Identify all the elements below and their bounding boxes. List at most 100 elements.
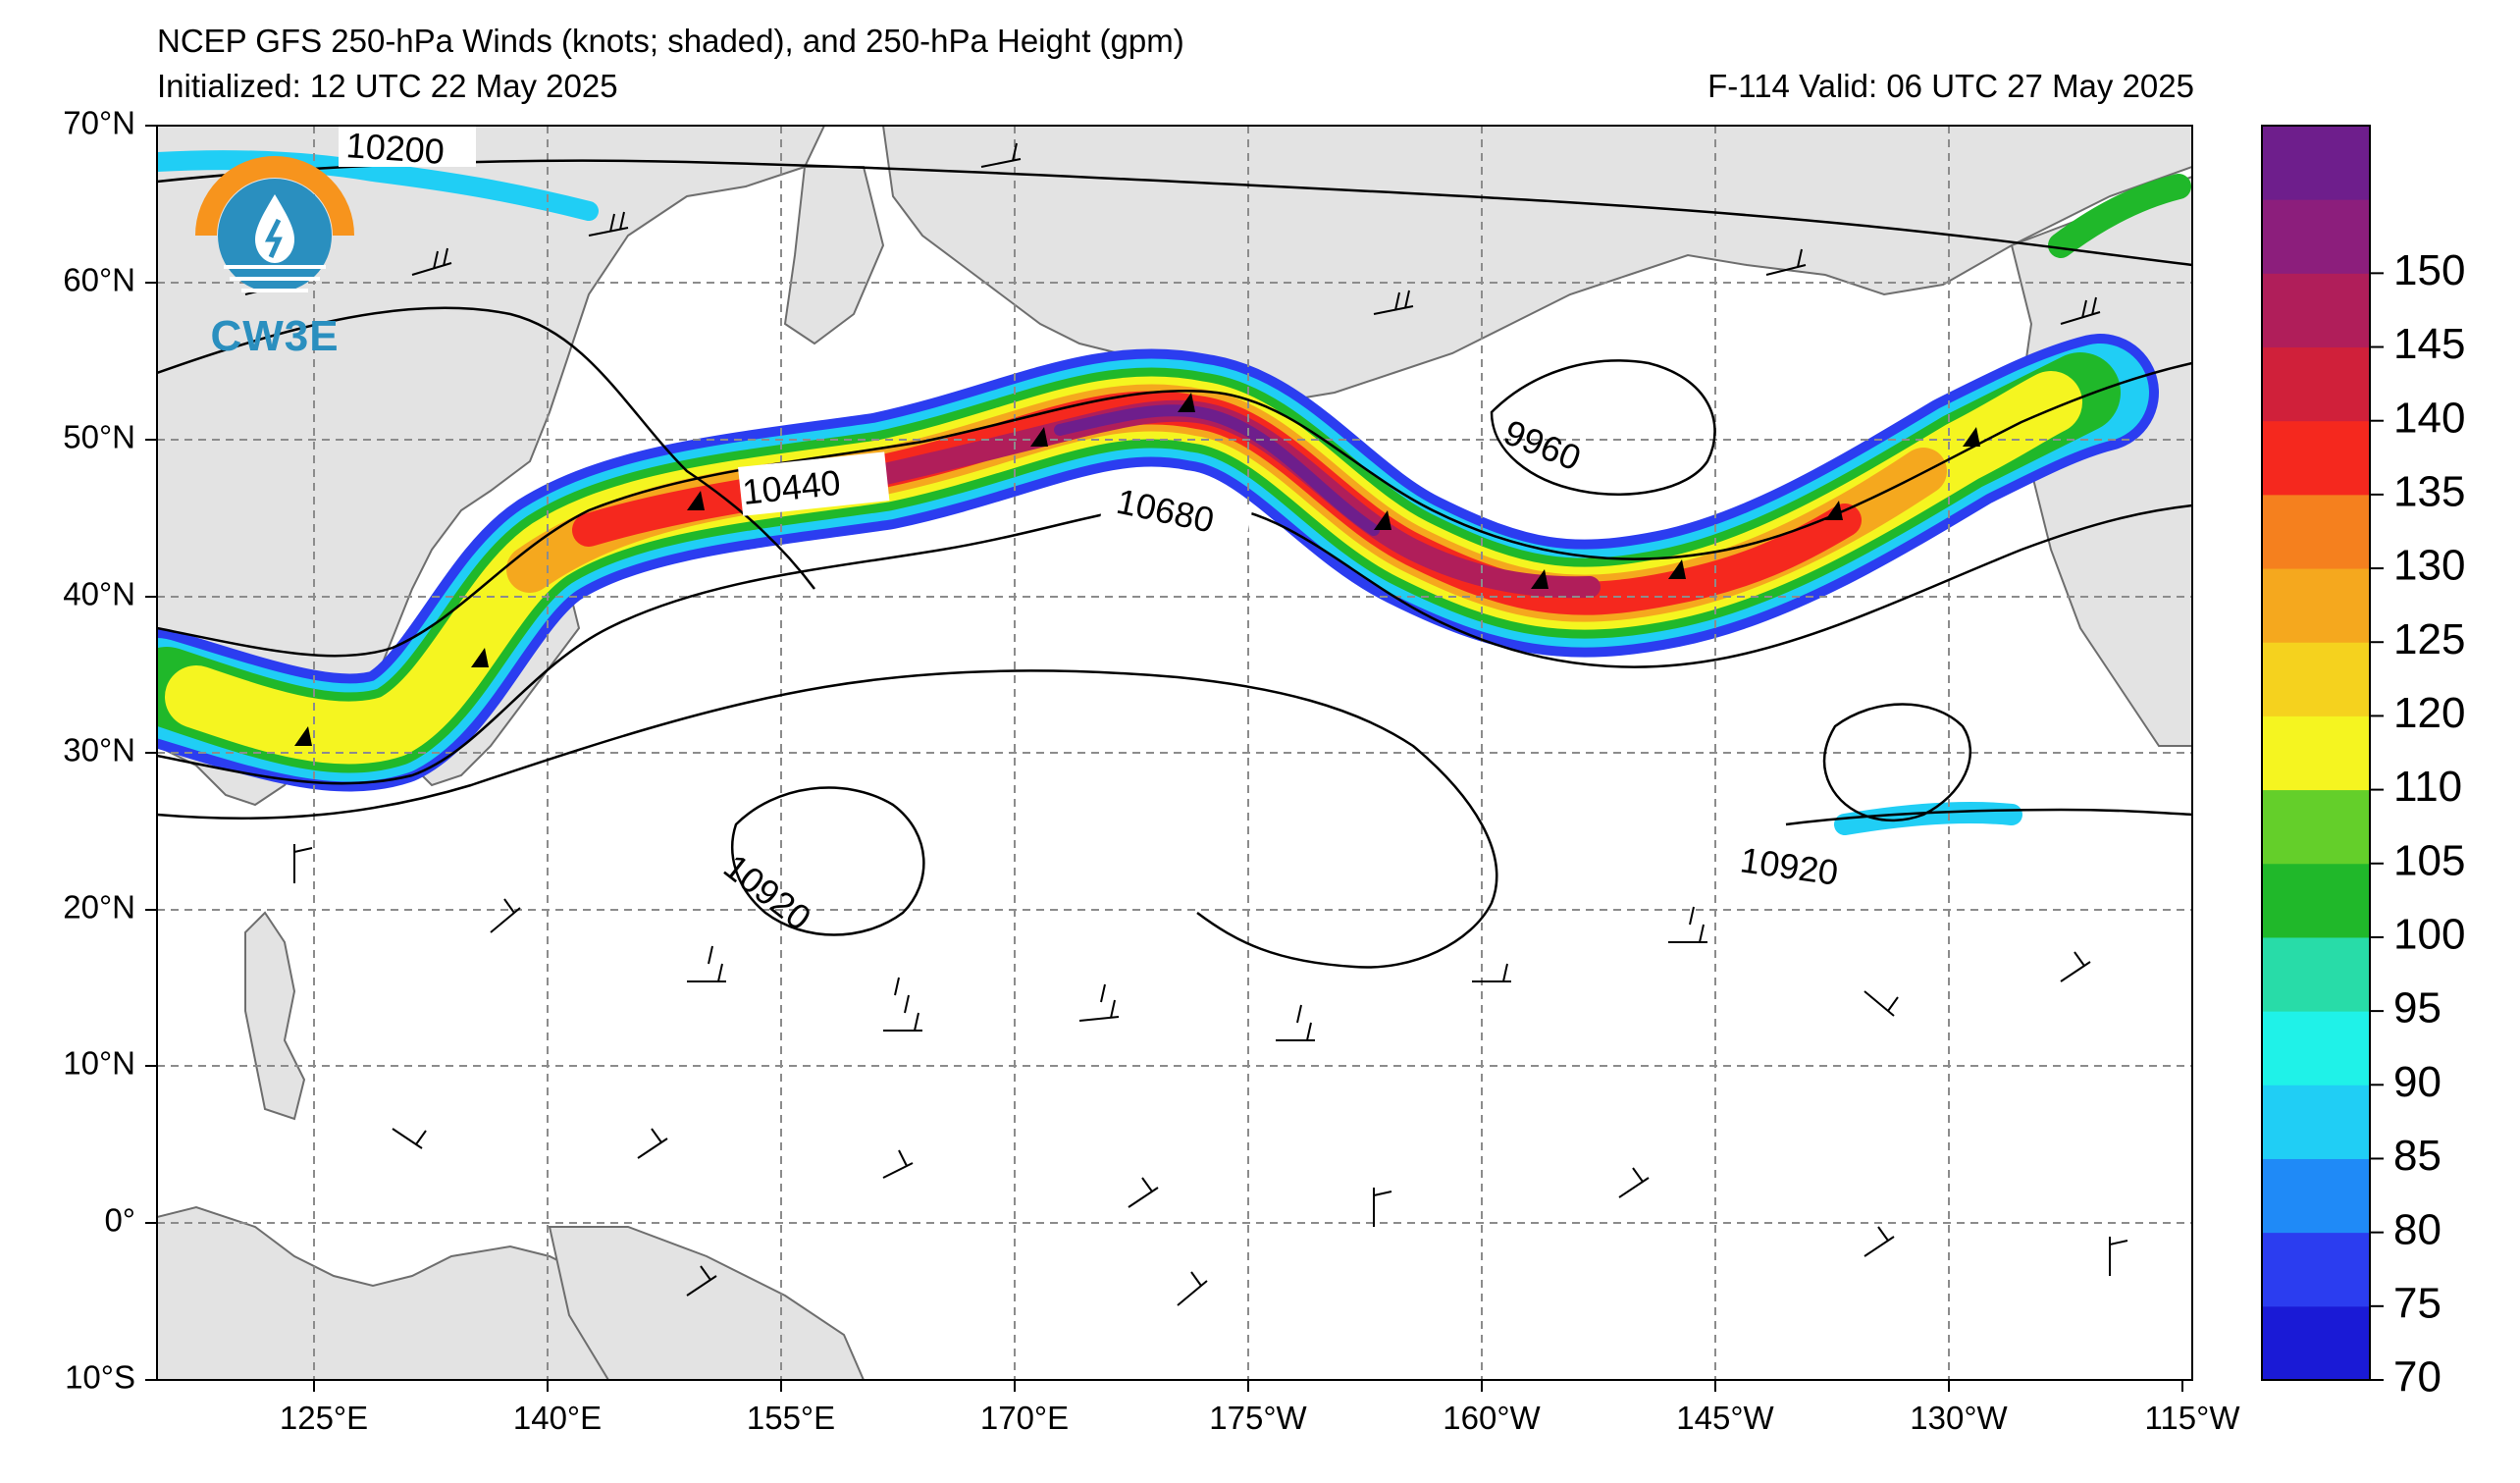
wind-barb bbox=[1618, 1167, 1650, 1198]
lat-label-10n: 10°N bbox=[63, 1045, 135, 1082]
colorbar-label-140: 140 bbox=[2393, 394, 2465, 442]
colorbar-label-70: 70 bbox=[2393, 1353, 2441, 1402]
colorbar-label-75: 75 bbox=[2393, 1279, 2441, 1327]
wind-barb bbox=[1864, 1226, 1895, 1257]
wind-flag bbox=[1963, 427, 1980, 447]
contour-labels: 10200 10440 10680 9960 10920 10920 bbox=[339, 125, 1873, 938]
wind-barb bbox=[392, 1128, 427, 1149]
wind-flag bbox=[687, 491, 705, 510]
colorbar-swatch bbox=[2262, 346, 2370, 422]
jet-band-150 bbox=[1054, 404, 1380, 536]
lat-label-20n: 20°N bbox=[63, 889, 135, 926]
colorbar-swatch bbox=[2262, 642, 2370, 716]
latitude-axis: 70°N 60°N 50°N 40°N 30°N 20°N 10°N 0° 10… bbox=[63, 105, 157, 1396]
wind-flag bbox=[471, 648, 489, 667]
longitude-axis: 125°E 140°E 155°E 170°E 175°W 160°W 145°… bbox=[280, 1380, 2240, 1436]
height-contour bbox=[1785, 808, 2192, 826]
wind-flag bbox=[1374, 510, 1391, 530]
lon-label-175w: 175°W bbox=[1209, 1400, 1307, 1436]
wind-barb bbox=[2109, 1237, 2128, 1276]
lat-label-40n: 40°N bbox=[63, 576, 135, 612]
kamchatka-land bbox=[783, 166, 885, 345]
contour-label-10200: 10200 bbox=[344, 125, 446, 172]
wind-barb bbox=[883, 977, 922, 1032]
wind-barb bbox=[686, 1265, 717, 1297]
wind-barb bbox=[490, 898, 521, 933]
wind-patch-north bbox=[157, 150, 599, 221]
wind-flag bbox=[294, 726, 312, 746]
colorbar-label-120: 120 bbox=[2393, 689, 2465, 737]
colorbar-labels: 70 75 80 85 90 95 100 105 110 120 125 130 135 140 145 1… bbox=[2370, 246, 2465, 1402]
lat-label-50n: 50°N bbox=[63, 419, 135, 455]
wind-flag bbox=[1030, 427, 1048, 447]
height-contour bbox=[157, 306, 815, 590]
wind-barb bbox=[2060, 951, 2091, 982]
wind-flag bbox=[1531, 569, 1549, 589]
lon-label-140e: 140°E bbox=[513, 1400, 602, 1436]
colorbar-swatch bbox=[2262, 1232, 2370, 1307]
valid-time: F-114 Valid: 06 UTC 27 May 2025 bbox=[1707, 68, 2194, 104]
colorbar-label-80: 80 bbox=[2393, 1205, 2441, 1253]
wind-patch-subtropical bbox=[1834, 802, 2022, 835]
colorbar-label-125: 125 bbox=[2393, 615, 2465, 663]
colorbar-label-105: 105 bbox=[2393, 836, 2465, 884]
colorbar-label-150: 150 bbox=[2393, 246, 2465, 294]
height-contour bbox=[157, 159, 2192, 267]
colorbar-swatch bbox=[2262, 1085, 2370, 1159]
lon-label-160w: 160°W bbox=[1443, 1400, 1541, 1436]
colorbar-swatch bbox=[2262, 494, 2370, 569]
philippines-land bbox=[244, 911, 306, 1121]
colorbar-swatch bbox=[2262, 936, 2370, 1012]
lat-label-0: 0° bbox=[104, 1202, 135, 1239]
wind-barb bbox=[1373, 1188, 1392, 1227]
wind-barb bbox=[1765, 248, 1807, 276]
wind-barb bbox=[1373, 290, 1414, 315]
wind-barb bbox=[980, 142, 1022, 168]
wind-flag bbox=[1668, 559, 1686, 579]
logo-text: CW3E bbox=[210, 312, 340, 360]
asia-land bbox=[157, 126, 826, 807]
height-contour bbox=[1822, 703, 1972, 822]
colorbar-label-110: 110 bbox=[2393, 763, 2462, 811]
lon-label-145w: 145°W bbox=[1676, 1400, 1774, 1436]
colorbar: 70 75 80 85 90 95 100 105 110 120 125 130 135 140 145 1… bbox=[2261, 125, 2465, 1402]
lon-label-115w: 115°W bbox=[2145, 1400, 2241, 1436]
lat-label-10s: 10°S bbox=[65, 1359, 135, 1396]
chart-title: NCEP GFS 250-hPa Winds (knots; shaded), … bbox=[157, 23, 1184, 59]
wind-patch-northeast bbox=[2048, 174, 2191, 258]
wind-barb bbox=[1177, 1271, 1208, 1306]
map-graticule bbox=[157, 126, 2192, 1380]
lon-label-130w: 130°W bbox=[1910, 1400, 2008, 1436]
colorbar-frame bbox=[2261, 125, 2371, 1381]
wind-barb bbox=[411, 247, 452, 276]
wind-flag bbox=[1178, 393, 1195, 412]
wind-barb bbox=[637, 1128, 668, 1159]
colorbar-swatch bbox=[2262, 420, 2370, 496]
height-contour bbox=[157, 361, 2192, 658]
wind-barb bbox=[293, 844, 313, 883]
colorbar-swatch bbox=[2262, 273, 2370, 348]
colorbar-swatch bbox=[2262, 715, 2370, 791]
height-contour bbox=[1490, 359, 1716, 496]
wind-shading bbox=[157, 150, 2191, 835]
cw3e-logo: CW3E bbox=[184, 137, 365, 373]
lon-label-125e: 125°E bbox=[280, 1400, 368, 1436]
wind-barb bbox=[687, 945, 726, 982]
colorbar-label-85: 85 bbox=[2393, 1132, 2441, 1180]
lat-label-70n: 70°N bbox=[63, 105, 135, 141]
colorbar-label-90: 90 bbox=[2393, 1058, 2441, 1106]
colorbar-swatch bbox=[2262, 199, 2370, 274]
wind-barb bbox=[1276, 1004, 1315, 1041]
wind-barb bbox=[2060, 296, 2101, 325]
colorbar-swatch bbox=[2262, 1305, 2370, 1381]
new-guinea-land bbox=[548, 1226, 866, 1380]
colorbar-label-95: 95 bbox=[2393, 984, 2441, 1033]
colorbar-label-100: 100 bbox=[2393, 911, 2465, 959]
colorbar-swatch bbox=[2262, 568, 2370, 643]
lon-label-155e: 155°E bbox=[747, 1400, 835, 1436]
wind-barb bbox=[588, 211, 629, 237]
colorbar-swatch bbox=[2262, 1158, 2370, 1234]
colorbar-swatch bbox=[2262, 789, 2370, 865]
colorbar-swatch bbox=[2262, 1011, 2370, 1086]
